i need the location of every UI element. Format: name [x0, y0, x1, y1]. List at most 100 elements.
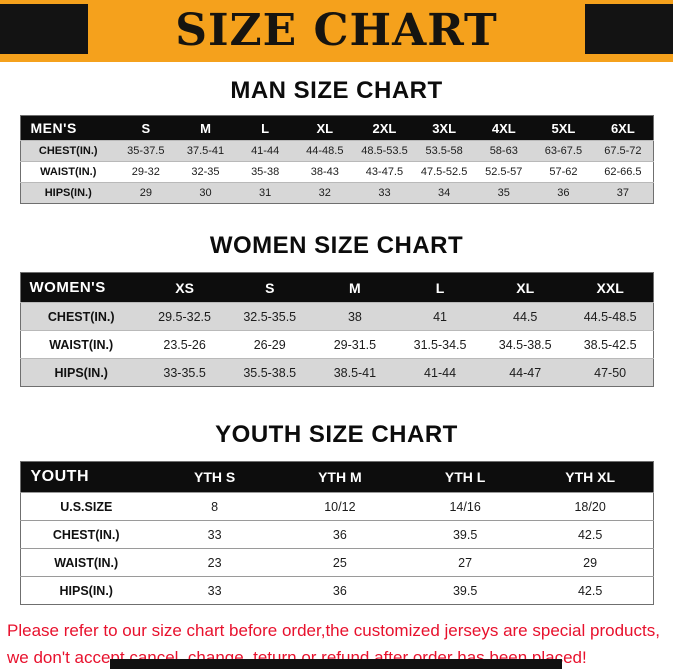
table-row: U.S.SIZE 8 10/12 14/16 18/20 — [20, 492, 653, 521]
size-value-cell: 38.5-41 — [312, 358, 398, 387]
size-column-header: S — [227, 272, 313, 303]
size-column-header: YTH L — [402, 461, 528, 493]
size-value-cell: 36 — [277, 576, 403, 605]
size-value-cell: 35-38 — [235, 161, 295, 183]
size-column-header: M — [312, 272, 398, 303]
size-value-cell: 8 — [152, 492, 278, 521]
size-value-cell: 42.5 — [527, 520, 653, 549]
section-women-size-chart: WOMEN SIZE CHART WOMEN'S XS S M L XL XXL CHEST(… — [0, 232, 673, 387]
size-value-cell: 58-63 — [473, 140, 534, 162]
header-row: MEN'S S M L XL 2XL 3XL 4XL 5XL 6XL — [20, 115, 653, 141]
youth-size-table: YOUTH YTH S YTH M YTH L YTH XL U.S.SIZE 8 10/12… — [19, 461, 654, 605]
size-column-header: L — [235, 115, 295, 141]
size-value-cell: 29 — [527, 548, 653, 577]
size-value-cell: 38.5-42.5 — [567, 330, 653, 359]
size-value-cell: 41-44 — [397, 358, 483, 387]
size-value-cell: 47.5-52.5 — [414, 161, 474, 183]
size-value-cell: 33 — [152, 520, 278, 549]
men-size-table: MEN'S S M L XL 2XL 3XL 4XL 5XL 6XL CHEST(IN.) 35-37… — [19, 115, 654, 204]
section-youth-size-chart: YOUTH SIZE CHART YOUTH YTH S YTH M YTH L YTH… — [0, 421, 673, 605]
size-value-cell: 31.5-34.5 — [397, 330, 483, 359]
size-value-cell: 43-47.5 — [354, 161, 415, 183]
size-value-cell: 32.5-35.5 — [227, 302, 313, 331]
size-value-cell: 39.5 — [402, 576, 528, 605]
table-row: WAIST(IN.) 23 25 27 29 — [20, 548, 653, 577]
corner-decoration-left — [0, 4, 88, 54]
row-label: WAIST(IN.) — [20, 330, 142, 359]
size-value-cell: 14/16 — [402, 492, 528, 521]
table-title-cell: MEN'S — [20, 115, 116, 141]
content: MAN SIZE CHART MEN'S S M L XL 2XL 3XL 4XL 5XL 6XL… — [0, 77, 673, 605]
size-value-cell: 10/12 — [277, 492, 403, 521]
size-value-cell: 32-35 — [175, 161, 236, 183]
size-value-cell: 18/20 — [527, 492, 653, 521]
table-row: HIPS(IN.) 29 30 31 32 33 34 35 36 37 — [20, 182, 653, 204]
row-label: U.S.SIZE — [20, 492, 152, 521]
size-value-cell: 35-37.5 — [116, 140, 176, 162]
table-title-cell: YOUTH — [20, 461, 152, 493]
bottom-bar-decoration — [110, 659, 562, 669]
size-value-cell: 38-43 — [294, 161, 355, 183]
size-value-cell: 67.5-72 — [593, 140, 653, 162]
size-value-cell: 42.5 — [527, 576, 653, 605]
table-row: WAIST(IN.) 23.5-26 26-29 29-31.5 31.5-34.5 34… — [20, 330, 653, 359]
row-label: CHEST(IN.) — [20, 302, 142, 331]
size-value-cell: 41-44 — [235, 140, 295, 162]
size-value-cell: 29-31.5 — [312, 330, 398, 359]
size-value-cell: 38 — [312, 302, 398, 331]
size-column-header: L — [397, 272, 483, 303]
size-value-cell: 62-66.5 — [593, 161, 653, 183]
row-label: CHEST(IN.) — [20, 140, 116, 162]
size-value-cell: 37 — [593, 182, 653, 204]
corner-decoration-right — [585, 4, 673, 54]
header-row: WOMEN'S XS S M L XL XXL — [20, 272, 653, 303]
table-row: HIPS(IN.) 33-35.5 35.5-38.5 38.5-41 41-44 44-… — [20, 358, 653, 387]
size-value-cell: 26-29 — [227, 330, 313, 359]
size-value-cell: 48.5-53.5 — [354, 140, 415, 162]
women-section-heading: WOMEN SIZE CHART — [209, 232, 464, 259]
size-column-header: XL — [294, 115, 355, 141]
table-row: HIPS(IN.) 33 36 39.5 42.5 — [20, 576, 653, 605]
row-label: WAIST(IN.) — [20, 161, 116, 183]
header-row: YOUTH YTH S YTH M YTH L YTH XL — [20, 461, 653, 493]
page-title: SIZE CHART — [175, 5, 498, 56]
table-row: CHEST(IN.) 35-37.5 37.5-41 41-44 44-48.5 48.5… — [20, 140, 653, 162]
size-column-header: 3XL — [414, 115, 474, 141]
size-column-header: M — [175, 115, 236, 141]
size-column-header: 2XL — [354, 115, 415, 141]
size-column-header: YTH XL — [527, 461, 653, 493]
size-value-cell: 53.5-58 — [414, 140, 474, 162]
row-label: HIPS(IN.) — [20, 576, 152, 605]
size-column-header: 5XL — [533, 115, 594, 141]
size-value-cell: 34 — [414, 182, 474, 204]
size-column-header: XL — [482, 272, 568, 303]
size-value-cell: 35 — [473, 182, 534, 204]
size-column-header: 6XL — [593, 115, 653, 141]
size-value-cell: 63-67.5 — [533, 140, 594, 162]
size-column-header: S — [116, 115, 176, 141]
size-value-cell: 41 — [397, 302, 483, 331]
size-value-cell: 37.5-41 — [175, 140, 236, 162]
row-label: HIPS(IN.) — [20, 182, 116, 204]
size-column-header: XS — [142, 272, 228, 303]
size-value-cell: 23.5-26 — [142, 330, 228, 359]
row-label: HIPS(IN.) — [20, 358, 142, 387]
banner: SIZE CHART — [0, 0, 673, 62]
size-value-cell: 33-35.5 — [142, 358, 228, 387]
size-value-cell: 31 — [235, 182, 295, 204]
size-column-header: XXL — [567, 272, 653, 303]
section-men-size-chart: MAN SIZE CHART MEN'S S M L XL 2XL 3XL 4XL 5XL 6XL… — [0, 77, 673, 204]
row-label: CHEST(IN.) — [20, 520, 152, 549]
size-value-cell: 52.5-57 — [473, 161, 534, 183]
size-value-cell: 44.5-48.5 — [567, 302, 653, 331]
size-value-cell: 23 — [152, 548, 278, 577]
size-column-header: YTH S — [152, 461, 278, 493]
size-value-cell: 39.5 — [402, 520, 528, 549]
size-value-cell: 36 — [533, 182, 594, 204]
table-row: WAIST(IN.) 29-32 32-35 35-38 38-43 43-47.5 47.… — [20, 161, 653, 183]
size-value-cell: 30 — [175, 182, 236, 204]
row-label: WAIST(IN.) — [20, 548, 152, 577]
size-value-cell: 44-48.5 — [294, 140, 355, 162]
size-value-cell: 29 — [116, 182, 176, 204]
